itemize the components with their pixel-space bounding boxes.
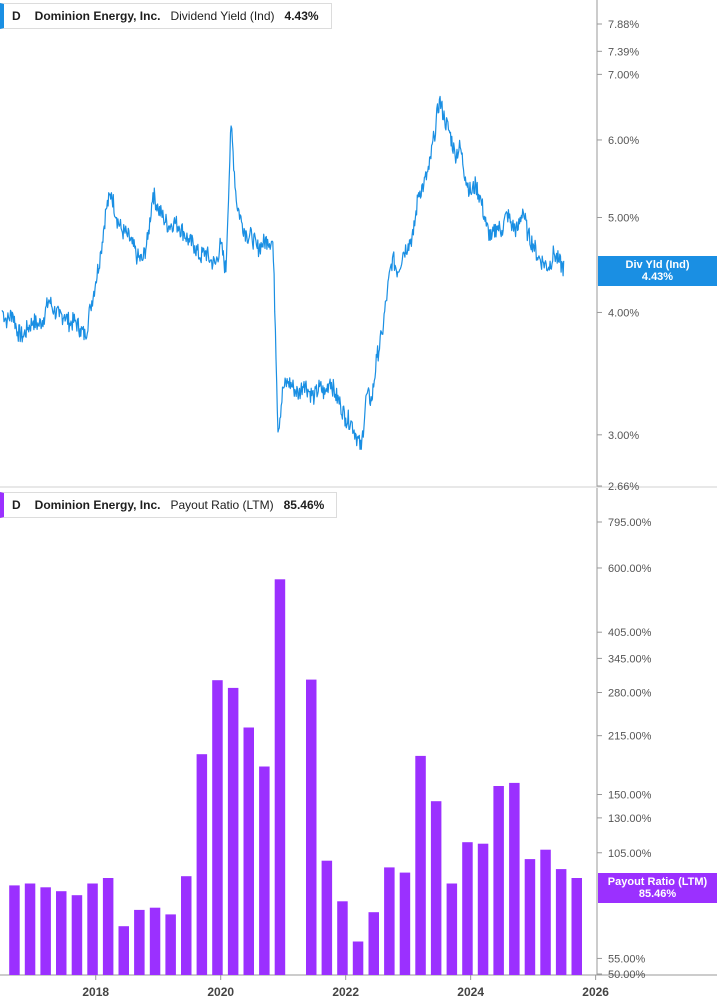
bottom-y-tick-label: 345.00%: [608, 653, 652, 665]
payout-ratio-bar: [430, 801, 442, 975]
bottom-panel-axis: 795.00% 600.00% 405.00% 345.00% 280.00% 215.0…: [0, 488, 717, 981]
x-tick-label: 2020: [207, 985, 234, 999]
payout-ratio-bar: [462, 842, 473, 975]
top-ticker: D: [12, 9, 21, 23]
bottom-y-tick-label: 600.00%: [608, 563, 652, 575]
top-y-tick-label: 5.00%: [608, 213, 639, 225]
payout-ratio-bar: [555, 869, 567, 975]
payout-ratio-bar: [571, 878, 582, 975]
div-yield-current-badge: Div Yld (Ind) 4.43%: [598, 256, 717, 286]
top-metric-name: Dividend Yield (Ind): [170, 9, 275, 23]
x-tick-label: 2018: [82, 985, 109, 999]
top-y-tick-label: 3.00%: [608, 430, 639, 442]
dividend-yield-line-layer: [1, 95, 565, 450]
bottom-panel-legend: D Dominion Energy, Inc. Payout Ratio (LT…: [0, 492, 338, 518]
bottom-y-tick-label: 130.00%: [608, 813, 652, 825]
bottom-metric-name: Payout Ratio (LTM): [170, 498, 274, 512]
payout-ratio-bar: [56, 891, 67, 975]
bottom-ticker: D: [12, 498, 21, 512]
x-axis: 2018 2020 2022 2024 2026: [82, 975, 609, 999]
top-panel-axis: 7.88% 7.39% 7.00% 6.00% 5.00% 4.00% 3.00% 2.66%: [0, 0, 717, 493]
top-y-tick-label: 7.39%: [608, 46, 639, 58]
payout-ratio-bar: [149, 907, 161, 975]
payout-ratio-bar: [399, 872, 411, 975]
payout-ratio-bar: [134, 909, 145, 975]
payout-ratio-bar: [212, 680, 223, 975]
payout-ratio-bar: [352, 941, 364, 975]
x-tick-label: 2026: [582, 985, 609, 999]
payout-ratio-bar: [321, 860, 333, 975]
payout-ratio-bar: [259, 766, 270, 975]
payout-ratio-bar: [540, 849, 551, 975]
payout-ratio-current-badge: Payout Ratio (LTM) 85.46%: [598, 873, 717, 903]
top-y-tick-label: 2.66%: [608, 481, 639, 493]
bottom-y-tick-label: 280.00%: [608, 688, 652, 700]
top-y-tick-label: 7.88%: [608, 19, 639, 31]
bottom-y-tick-label: 795.00%: [608, 517, 652, 529]
payout-ratio-bar: [524, 859, 536, 975]
payout-ratio-bar: [9, 885, 20, 975]
payout-ratio-bar: [71, 895, 83, 975]
bottom-y-tick-label: 215.00%: [608, 731, 652, 743]
top-y-tick-label: 7.00%: [608, 69, 639, 81]
payout-ratio-bar: [102, 878, 114, 975]
payout-ratio-bars-layer: [9, 579, 582, 975]
payout-ratio-badge-label: Payout Ratio (LTM): [607, 876, 708, 888]
payout-ratio-bar: [243, 727, 254, 975]
payout-ratio-bar: [477, 843, 489, 975]
top-metric-value: 4.43%: [284, 9, 319, 23]
payout-ratio-bar: [227, 687, 239, 975]
payout-ratio-bar: [40, 887, 51, 975]
payout-ratio-bar: [493, 786, 504, 975]
top-panel-legend: D Dominion Energy, Inc. Dividend Yield (…: [0, 3, 332, 29]
bottom-company-name: Dominion Energy, Inc.: [34, 498, 161, 512]
bottom-y-tick-label: 405.00%: [608, 627, 652, 639]
bottom-y-tick-label: 55.00%: [608, 953, 646, 965]
top-y-tick-label: 4.00%: [608, 307, 639, 319]
bottom-metric-value: 85.46%: [283, 498, 325, 512]
x-tick-label: 2024: [457, 985, 484, 999]
payout-ratio-bar: [274, 579, 286, 975]
div-yield-badge-label: Div Yld (Ind): [625, 259, 690, 271]
payout-ratio-bar: [306, 679, 317, 975]
top-y-tick-label: 6.00%: [608, 135, 639, 147]
payout-ratio-bar: [165, 914, 176, 975]
x-tick-label: 2022: [332, 985, 359, 999]
payout-ratio-bar: [509, 782, 520, 975]
div-yield-badge-value: 4.43%: [641, 271, 674, 283]
payout-ratio-bar: [181, 876, 192, 975]
payout-ratio-bar: [196, 754, 208, 975]
payout-ratio-bar: [384, 867, 395, 975]
payout-ratio-badge-value: 85.46%: [638, 888, 677, 900]
top-company-name: Dominion Energy, Inc.: [34, 9, 161, 23]
payout-ratio-bar: [415, 755, 426, 975]
payout-ratio-bar: [368, 912, 379, 975]
payout-ratio-bar: [337, 901, 348, 975]
bottom-y-tick-label: 150.00%: [608, 789, 652, 801]
dividend-yield-line: [1, 95, 565, 450]
bottom-y-tick-label: 105.00%: [608, 848, 652, 860]
payout-ratio-bar: [118, 926, 129, 975]
payout-ratio-bar: [87, 883, 98, 975]
bottom-y-tick-label: 50.00%: [608, 969, 646, 981]
payout-ratio-bar: [446, 883, 458, 975]
payout-ratio-bar: [24, 883, 36, 975]
